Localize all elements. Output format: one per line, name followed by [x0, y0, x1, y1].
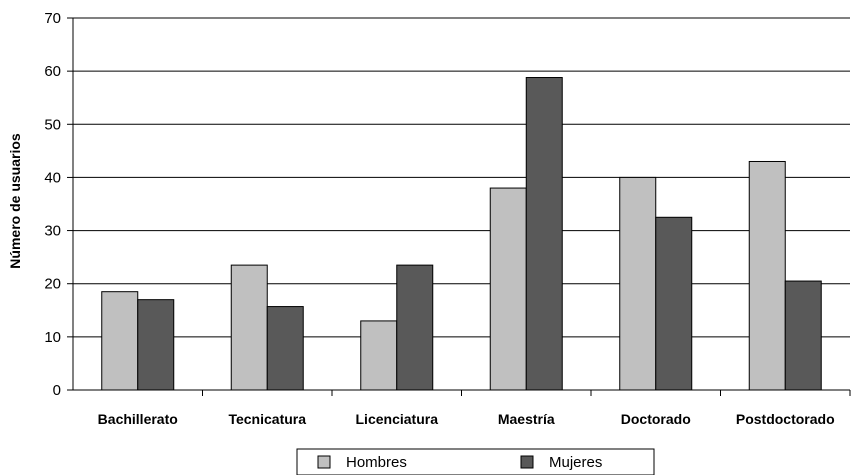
bar-mujeres-3 — [525, 77, 563, 391]
y-tick-label: 30 — [44, 223, 61, 240]
bars — [101, 77, 822, 391]
x-category-label: Maestría — [498, 411, 555, 427]
y-tick-label: 10 — [44, 329, 61, 346]
bar-mujeres-2 — [396, 264, 434, 391]
bar-hombres-0 — [101, 291, 139, 391]
x-category-label: Tecnicatura — [228, 411, 306, 427]
x-category-label: Doctorado — [621, 411, 691, 427]
bar-hombres-1 — [230, 264, 268, 391]
x-category-label: Licenciatura — [356, 411, 439, 427]
y-axis-title: Número de usuarios — [7, 133, 23, 269]
bar-mujeres-5 — [784, 280, 822, 391]
legend-swatch-mujeres — [520, 455, 534, 469]
legend-label-hombres: Hombres — [346, 454, 407, 471]
bar-mujeres-1 — [266, 306, 304, 391]
y-tick-label: 60 — [44, 63, 61, 80]
y-tick-label: 50 — [44, 116, 61, 133]
bar-hombres-2 — [360, 320, 398, 391]
legend: Hombres Mujeres — [296, 448, 655, 475]
legend-box — [296, 448, 655, 475]
bar-hombres-4 — [619, 176, 657, 391]
axes — [67, 17, 851, 396]
bar-hombres-3 — [489, 187, 527, 391]
gridlines — [73, 17, 850, 338]
bar-hombres-5 — [748, 160, 786, 391]
y-tick-labels: 0 10 20 30 40 50 60 70 — [44, 10, 61, 399]
x-category-labels: Bachillerato Tecnicatura Licenciatura Maest… — [98, 411, 835, 427]
legend-swatch-hombres — [317, 455, 331, 469]
y-tick-label: 20 — [44, 276, 61, 293]
y-tick-label: 0 — [53, 382, 61, 399]
bar-mujeres-0 — [137, 299, 175, 391]
y-tick-label: 40 — [44, 169, 61, 186]
legend-label-mujeres: Mujeres — [549, 454, 602, 471]
bar-mujeres-4 — [655, 216, 693, 391]
y-tick-label: 70 — [44, 10, 61, 27]
x-category-label: Bachillerato — [98, 411, 178, 427]
x-category-label: Postdoctorado — [736, 411, 835, 427]
